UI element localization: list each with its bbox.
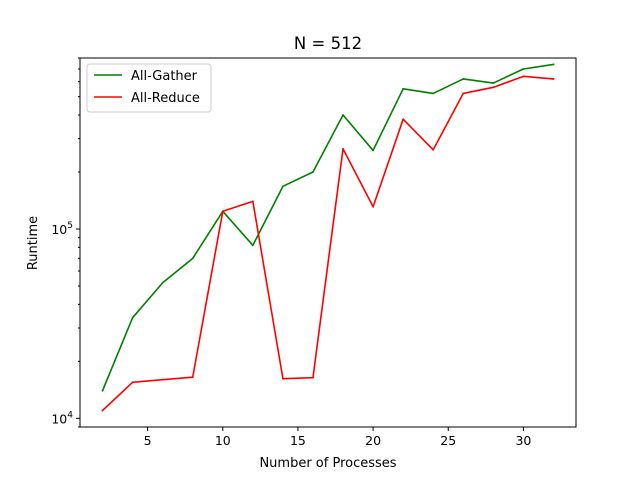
- data-point-all-gather: [312, 171, 314, 173]
- data-point-all-gather: [372, 149, 374, 152]
- y-ticks: 104 105: [51, 57, 80, 428]
- data-point-all-gather: [552, 63, 555, 66]
- chart-title: N = 512: [294, 34, 362, 53]
- y-tick-label: 104: [51, 410, 73, 426]
- data-point-all-gather: [131, 316, 134, 319]
- plot-frame: [79, 57, 577, 428]
- data-point-all-gather: [492, 82, 495, 84]
- series-line-all-reduce: [101, 75, 555, 412]
- data-point-all-gather: [402, 87, 405, 90]
- data-point-all-gather: [161, 281, 164, 284]
- data-point-all-reduce: [312, 376, 314, 379]
- data-point-all-gather: [251, 244, 254, 247]
- data-point-all-reduce: [462, 92, 465, 95]
- data-point-all-reduce: [402, 118, 405, 121]
- legend: All-Gather All-Reduce: [86, 63, 212, 113]
- data-point-all-gather: [432, 92, 435, 95]
- data-point-all-gather: [191, 257, 194, 260]
- data-point-all-reduce: [522, 75, 525, 78]
- x-tick-label: 20: [365, 433, 381, 448]
- x-tick-label: 25: [440, 433, 456, 448]
- data-point-all-gather: [282, 185, 284, 188]
- x-tick-label: 5: [144, 433, 152, 448]
- data-point-all-reduce: [221, 210, 224, 213]
- data-point-all-reduce: [552, 78, 555, 80]
- x-tick-label: 15: [290, 433, 306, 448]
- data-point-all-gather: [462, 78, 465, 80]
- data-point-all-reduce: [492, 86, 495, 89]
- x-tick-label: 30: [515, 433, 531, 448]
- series-layer: [101, 63, 555, 412]
- data-point-all-gather: [101, 389, 104, 392]
- data-point-all-reduce: [372, 205, 374, 208]
- data-point-all-gather: [342, 114, 344, 116]
- data-point-all-reduce: [191, 376, 194, 379]
- plot-area: [80, 58, 576, 427]
- data-point-all-reduce: [432, 148, 435, 151]
- y-axis-label: Runtime: [26, 216, 41, 270]
- data-point-all-reduce: [342, 147, 344, 150]
- data-point-all-reduce: [131, 381, 134, 384]
- data-point-all-reduce: [251, 200, 254, 203]
- axes-layer: [79, 57, 577, 428]
- legend-label-all-gather: All-Gather: [131, 69, 198, 84]
- data-point-all-reduce: [101, 409, 104, 412]
- data-point-all-reduce: [161, 378, 164, 381]
- legend-frame: [86, 63, 212, 113]
- x-tick-label: 10: [215, 433, 231, 448]
- series-line-all-gather: [101, 63, 555, 392]
- data-point-all-gather: [522, 68, 525, 70]
- legend-label-all-reduce: All-Reduce: [131, 91, 200, 106]
- x-axis-label: Number of Processes: [259, 456, 396, 471]
- x-ticks: 5 10 15 20 25 30: [144, 427, 531, 448]
- data-point-all-reduce: [282, 377, 284, 380]
- y-tick-label: 105: [51, 221, 73, 237]
